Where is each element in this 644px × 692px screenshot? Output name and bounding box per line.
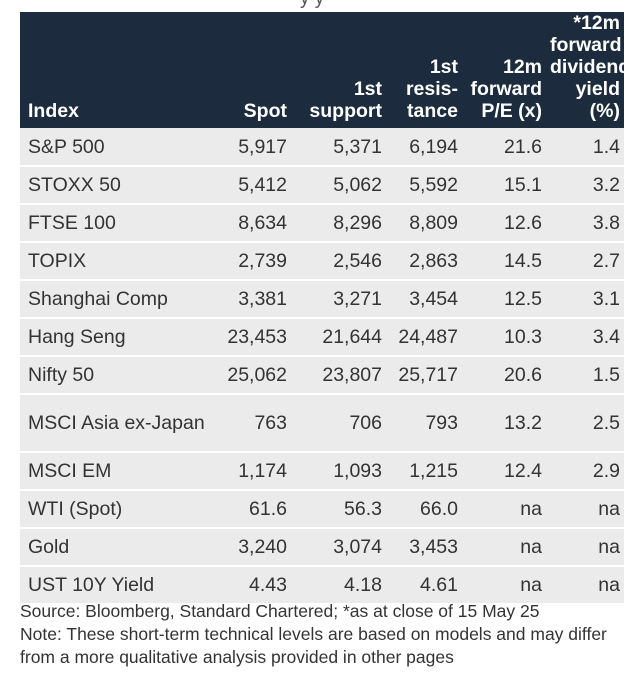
cell-pe: 15.1	[462, 166, 546, 205]
header-dividend: *12m forward dividend yield (%)	[546, 12, 630, 128]
cell-resistance: 1,215	[386, 452, 462, 491]
cell-support: 1,093	[291, 452, 386, 491]
cell-pe: 12.6	[462, 204, 546, 243]
table-row: Shanghai Comp 3,381 3,271 3,454 12.5 3.1	[20, 280, 624, 319]
table-row: TOPIX 2,739 2,546 2,863 14.5 2.7	[20, 242, 624, 281]
table-body: S&P 500 5,917 5,371 6,194 21.6 1.4 STOXX…	[20, 128, 624, 605]
cell-index: UST 10Y Yield	[20, 566, 209, 605]
cell-support: 706	[291, 394, 386, 453]
cell-index: S&P 500	[20, 128, 209, 167]
header-pe: 12m forward P/E (x)	[462, 12, 546, 128]
table-row: S&P 500 5,917 5,371 6,194 21.6 1.4	[20, 128, 624, 167]
cell-resistance: 3,453	[386, 528, 462, 567]
cell-dividend: 3.2	[546, 166, 624, 205]
header-support: 1st support	[291, 12, 386, 128]
cell-spot: 5,412	[209, 166, 291, 205]
cell-resistance: 8,809	[386, 204, 462, 243]
cell-index: FTSE 100	[20, 204, 209, 243]
header-row: Index Spot 1st support 1st resis-tance 1…	[20, 12, 630, 128]
cell-pe: na	[462, 528, 546, 567]
cell-dividend: 3.1	[546, 280, 624, 319]
cell-support: 2,546	[291, 242, 386, 281]
table-row: MSCI EM 1,174 1,093 1,215 12.4 2.9	[20, 452, 624, 491]
table-row: Gold 3,240 3,074 3,453 na na	[20, 528, 624, 567]
source-note: Source: Bloomberg, Standard Chartered; *…	[20, 601, 540, 621]
index-levels-table: Index Spot 1st support 1st resis-tance 1…	[20, 12, 630, 605]
cell-spot: 4.43	[209, 566, 291, 605]
cell-dividend: 1.5	[546, 356, 624, 395]
cell-support: 3,271	[291, 280, 386, 319]
table-row: MSCI Asia ex-Japan 763 706 793 13.2 2.5	[20, 394, 624, 453]
cell-index: STOXX 50	[20, 166, 209, 205]
cell-resistance: 4.61	[386, 566, 462, 605]
cell-dividend: 1.4	[546, 128, 624, 167]
cell-dividend: 2.9	[546, 452, 624, 491]
cell-support: 8,296	[291, 204, 386, 243]
cell-support: 56.3	[291, 490, 386, 529]
table-row: WTI (Spot) 61.6 56.3 66.0 na na	[20, 490, 624, 529]
cell-spot: 23,453	[209, 318, 291, 357]
cell-spot: 3,240	[209, 528, 291, 567]
header-resistance: 1st resis-tance	[386, 12, 462, 128]
cell-index: Nifty 50	[20, 356, 209, 395]
header-index: Index	[20, 12, 209, 128]
cell-spot: 3,381	[209, 280, 291, 319]
cell-dividend: na	[546, 528, 624, 567]
table-row: UST 10Y Yield 4.43 4.18 4.61 na na	[20, 566, 624, 605]
table-row: STOXX 50 5,412 5,062 5,592 15.1 3.2	[20, 166, 624, 205]
cell-support: 5,371	[291, 128, 386, 167]
cell-spot: 8,634	[209, 204, 291, 243]
cell-index: TOPIX	[20, 242, 209, 281]
cell-index: MSCI Asia ex-Japan	[20, 394, 209, 453]
cell-resistance: 2,863	[386, 242, 462, 281]
cell-support: 5,062	[291, 166, 386, 205]
cell-dividend: 3.8	[546, 204, 624, 243]
cell-dividend: na	[546, 566, 624, 605]
cell-dividend: 2.7	[546, 242, 624, 281]
cropped-caption-remnant: y y	[20, 0, 624, 10]
table-row: Hang Seng 23,453 21,644 24,487 10.3 3.4	[20, 318, 624, 357]
cell-resistance: 3,454	[386, 280, 462, 319]
cell-index: Hang Seng	[20, 318, 209, 357]
cell-spot: 763	[209, 394, 291, 453]
cell-spot: 61.6	[209, 490, 291, 529]
cell-pe: na	[462, 566, 546, 605]
cell-support: 21,644	[291, 318, 386, 357]
cell-resistance: 6,194	[386, 128, 462, 167]
cell-pe: 21.6	[462, 128, 546, 167]
cell-resistance: 25,717	[386, 356, 462, 395]
disclaimer-note: Note: These short-term technical levels …	[20, 624, 607, 667]
cell-pe: 14.5	[462, 242, 546, 281]
cell-pe: 13.2	[462, 394, 546, 453]
table-notes: Source: Bloomberg, Standard Chartered; *…	[20, 600, 630, 669]
cell-support: 4.18	[291, 566, 386, 605]
cell-index: Gold	[20, 528, 209, 567]
cell-spot: 25,062	[209, 356, 291, 395]
cell-dividend: na	[546, 490, 624, 529]
table-row: Nifty 50 25,062 23,807 25,717 20.6 1.5	[20, 356, 624, 395]
cell-resistance: 793	[386, 394, 462, 453]
cell-pe: 12.4	[462, 452, 546, 491]
cell-resistance: 24,487	[386, 318, 462, 357]
header-spot: Spot	[209, 12, 291, 128]
cell-dividend: 2.5	[546, 394, 624, 453]
cell-spot: 2,739	[209, 242, 291, 281]
table-row: FTSE 100 8,634 8,296 8,809 12.6 3.8	[20, 204, 624, 243]
cell-dividend: 3.4	[546, 318, 624, 357]
cell-index: MSCI EM	[20, 452, 209, 491]
cell-support: 23,807	[291, 356, 386, 395]
table-header: Index Spot 1st support 1st resis-tance 1…	[20, 12, 630, 128]
cell-pe: 10.3	[462, 318, 546, 357]
cell-pe: 12.5	[462, 280, 546, 319]
cell-index: WTI (Spot)	[20, 490, 209, 529]
cell-pe: na	[462, 490, 546, 529]
cell-spot: 5,917	[209, 128, 291, 167]
cell-spot: 1,174	[209, 452, 291, 491]
cell-support: 3,074	[291, 528, 386, 567]
cell-resistance: 5,592	[386, 166, 462, 205]
cell-pe: 20.6	[462, 356, 546, 395]
cell-index: Shanghai Comp	[20, 280, 209, 319]
cell-resistance: 66.0	[386, 490, 462, 529]
